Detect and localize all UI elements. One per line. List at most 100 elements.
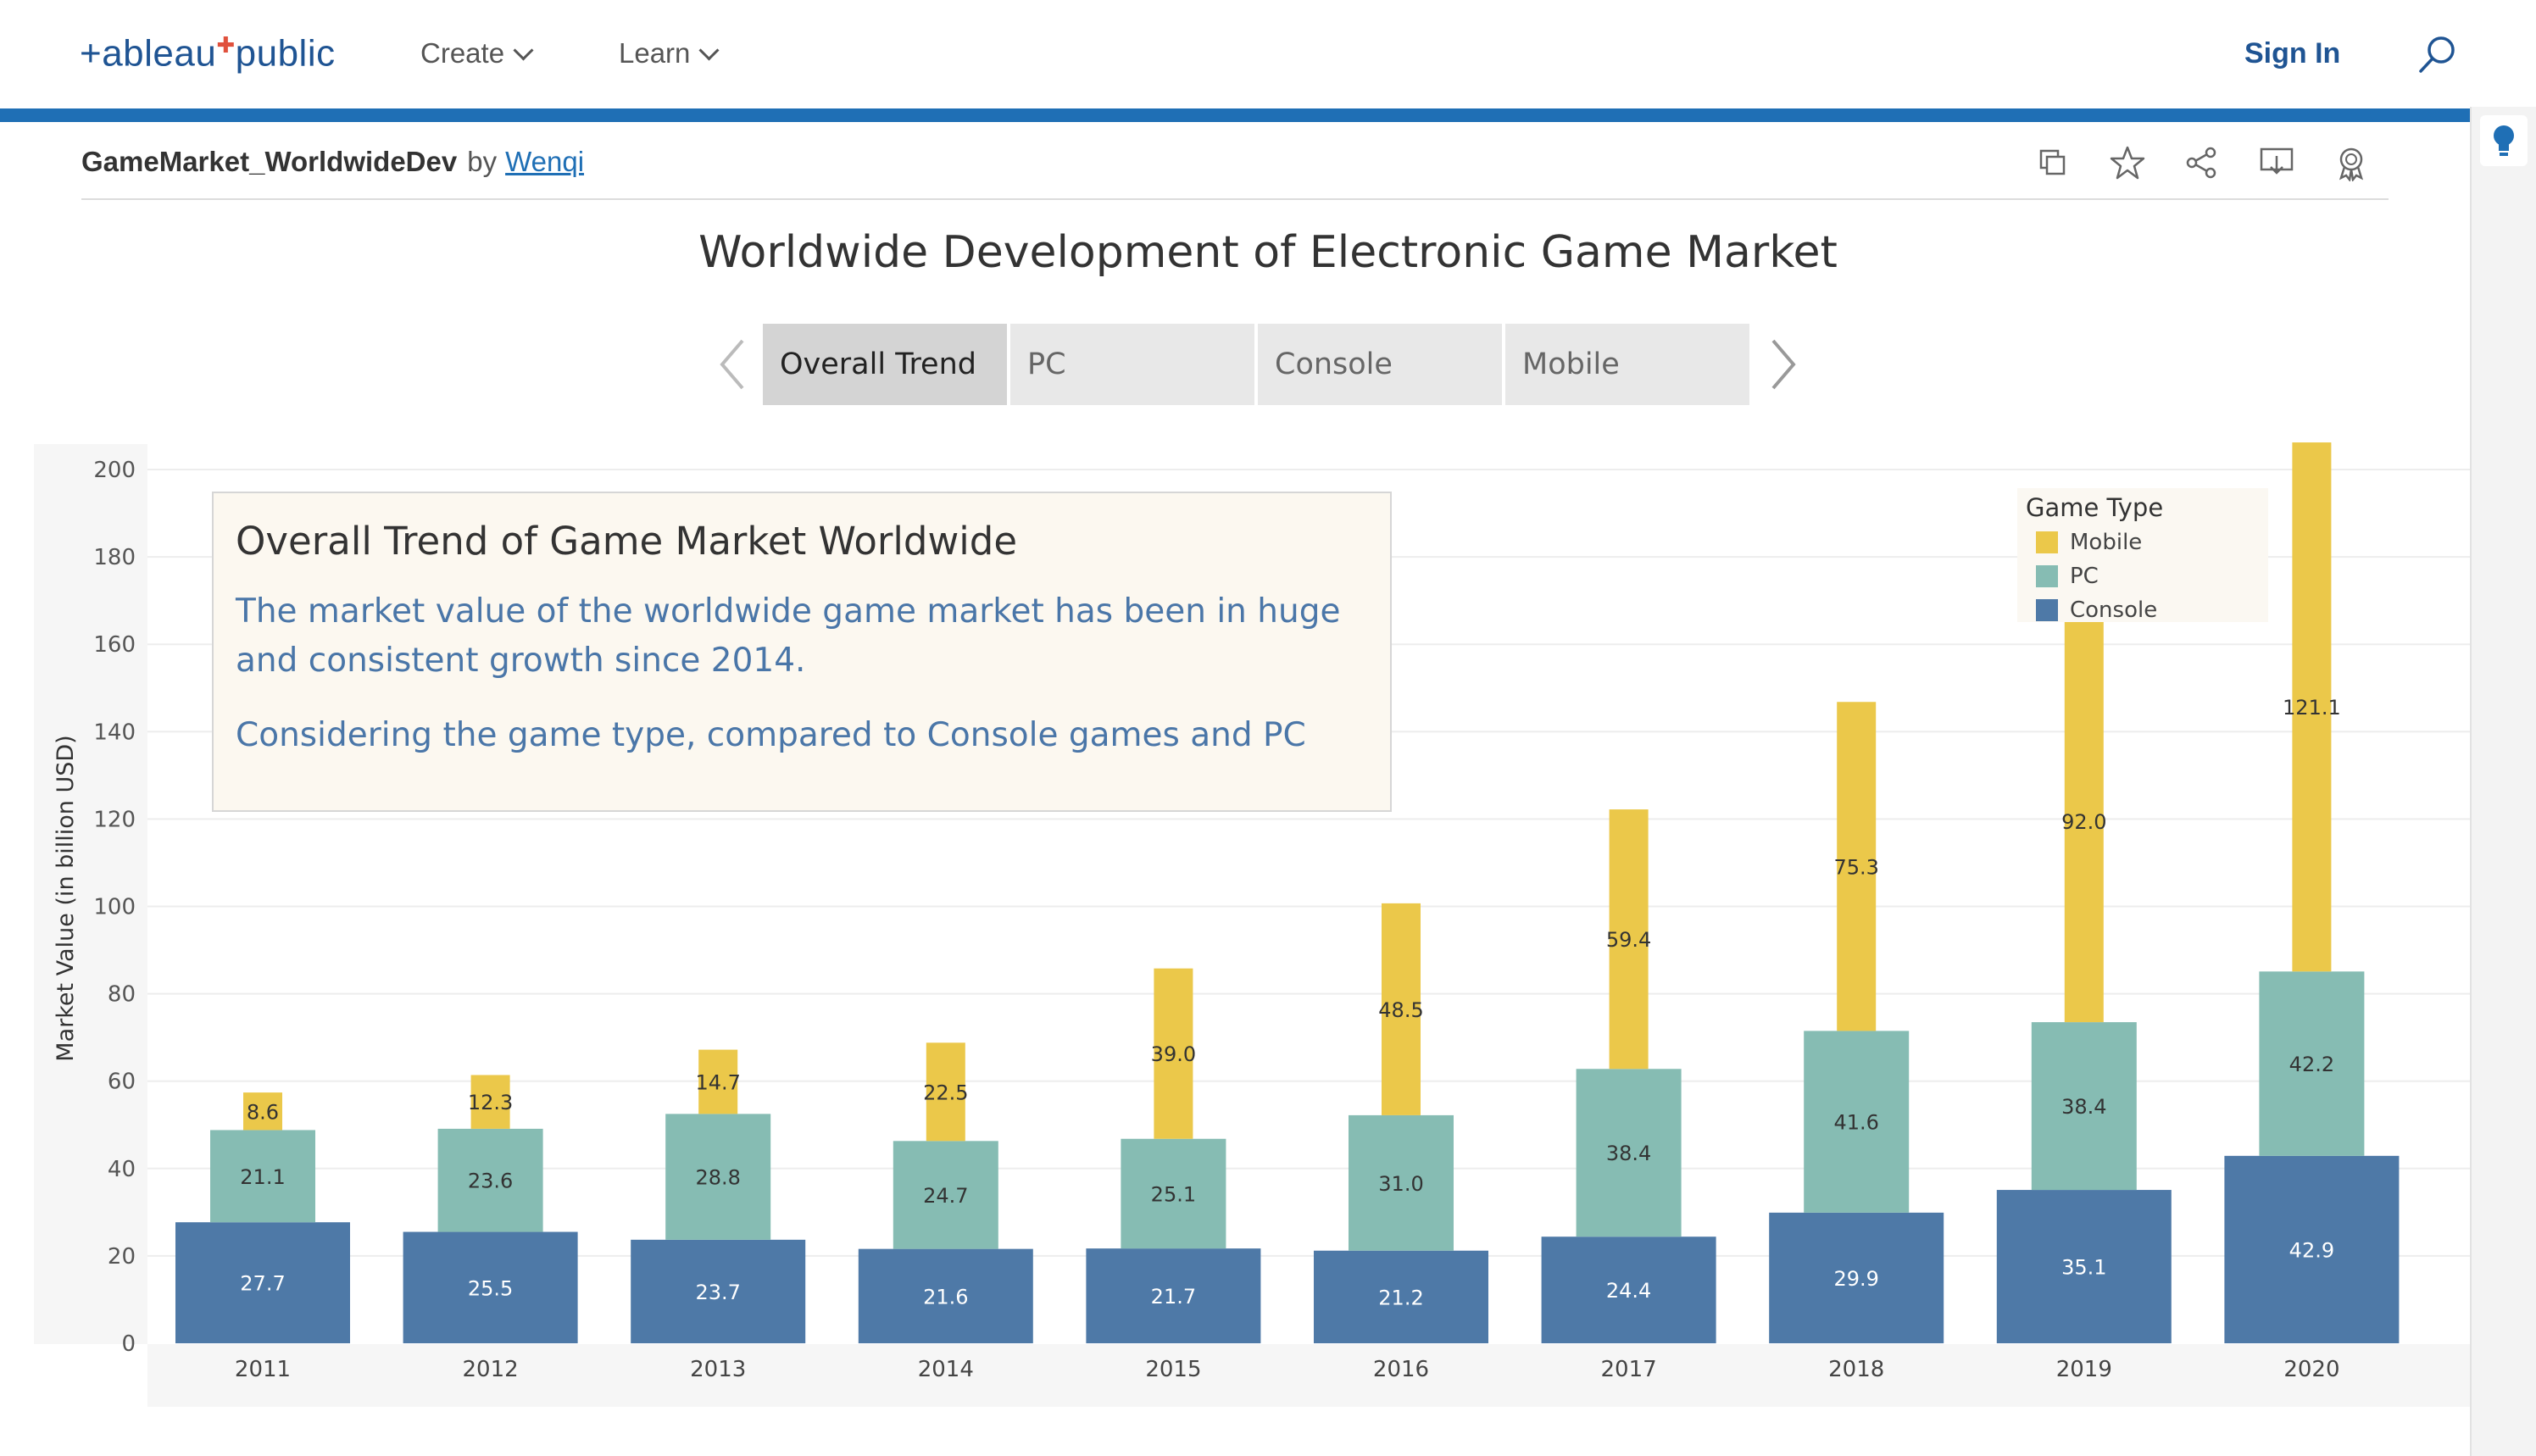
x-tick-label: 2016 [1373,1357,1429,1382]
bar-mobile[interactable] [698,1049,738,1114]
logo-text: +ableau [80,32,217,75]
bar-console[interactable] [403,1231,578,1343]
bar-console[interactable] [1996,1190,2172,1343]
chevron-right-icon[interactable] [1756,334,1807,395]
bar-mobile[interactable] [1382,903,1421,1115]
header-divider-bar [0,108,2470,122]
bar-mobile[interactable] [2292,442,2332,972]
y-tick-label: 40 [108,1157,136,1182]
x-tick-label: 2014 [918,1357,974,1382]
data-label-pc: 25.1 [1151,1182,1196,1206]
header-rule [81,198,2389,200]
data-label-mobile: 8.6 [247,1100,279,1124]
legend-label: PC [2070,564,2099,589]
bar-pc[interactable] [1121,1138,1226,1249]
copy-icon[interactable] [2034,144,2072,181]
share-icon[interactable] [2183,144,2221,181]
sign-in-link[interactable]: Sign In [2244,37,2341,69]
viz-name: GameMarket_WorldwideDev [81,146,458,177]
tab-console[interactable]: Console [1258,324,1502,405]
data-label-mobile: 59.4 [1606,928,1651,952]
y-tick-label: 100 [93,895,136,920]
author-link[interactable]: Wenqi [505,146,585,177]
y-tick-label: 120 [93,807,136,832]
bar-console[interactable] [2224,1155,2400,1343]
favorite-star-icon[interactable] [2109,144,2146,181]
bar-console[interactable] [1541,1236,1716,1343]
chevron-left-icon[interactable] [709,334,759,395]
y-tick-label: 20 [108,1244,136,1270]
bar-pc[interactable] [1349,1114,1454,1251]
legend-item-mobile[interactable]: Mobile [2026,525,2260,559]
bars [175,442,2400,1343]
y-axis-label: Market Value (in billion USD) [53,735,79,1061]
tab-pc[interactable]: PC [1010,324,1254,405]
y-tick-label: 160 [93,632,136,658]
bar-mobile[interactable] [1154,968,1193,1139]
bar-pc[interactable] [665,1114,771,1240]
legend: Game Type Mobile PC Console [2017,488,2268,623]
bar-console[interactable] [175,1222,350,1343]
data-label-pc: 28.8 [695,1166,740,1190]
data-label-mobile: 75.3 [1833,855,1878,879]
x-tick-label: 2018 [1828,1357,1884,1382]
bar-mobile[interactable] [243,1092,282,1131]
bar-mobile[interactable] [926,1042,965,1142]
story-tabs: Overall Trend PC Console Mobile [763,324,1749,405]
bar-console[interactable] [631,1239,806,1343]
bar-console[interactable] [858,1248,1033,1343]
y-tick-label: 60 [108,1070,136,1095]
x-tick-label: 2017 [1601,1357,1657,1382]
download-icon[interactable] [2258,144,2295,181]
x-tick-label: 2012 [463,1357,519,1382]
learn-menu[interactable]: Learn [619,37,720,69]
tab-mobile[interactable]: Mobile [1505,324,1749,405]
y-axis-ticks: 0 20 40 60 80 100 120 140 160 180 200 [93,458,136,1357]
swatch-pc [2036,565,2058,587]
legend-title: Game Type [2026,493,2164,522]
tips-button[interactable] [2480,115,2528,166]
bar-mobile[interactable] [1837,702,1877,1031]
logo-plus-icon: ✚ [216,32,236,58]
bar-console[interactable] [1769,1212,1944,1343]
bar-pc[interactable] [2259,971,2365,1156]
y-tick-label: 200 [93,458,136,483]
create-menu[interactable]: Create [420,37,534,69]
bar-console[interactable] [1314,1250,1488,1343]
bar-pc[interactable] [1576,1069,1682,1237]
data-label-pc: 38.4 [2061,1095,2106,1119]
data-label-console: 21.6 [923,1285,968,1309]
bar-mobile[interactable] [2064,620,2104,1023]
bar-pc[interactable] [210,1130,315,1223]
data-label-mobile: 12.3 [468,1091,513,1114]
info-annotation-box: Overall Trend of Game Market Worldwide T… [212,492,1392,812]
bar-pc[interactable] [437,1128,543,1232]
data-label-console: 23.7 [695,1281,740,1304]
legend-item-pc[interactable]: PC [2026,559,2260,593]
y-tick-label: 140 [93,720,136,745]
info-paragraph-2: Considering the game type, compared to C… [236,716,1306,754]
data-label-mobile: 92.0 [2061,810,2106,834]
award-icon[interactable] [2333,144,2370,181]
x-tick-label: 2015 [1145,1357,1201,1382]
data-label-mobile: 48.5 [1378,998,1423,1022]
tab-overall-trend[interactable]: Overall Trend [763,324,1007,405]
bar-pc[interactable] [1804,1031,1910,1213]
bar-console[interactable] [1086,1248,1261,1343]
data-label-console: 29.9 [1833,1267,1878,1291]
x-axis-ticks: 2011 2012 2013 2014 2015 2016 2017 2018 2019 2020 [235,1357,2340,1382]
data-label-pc: 23.6 [468,1170,513,1193]
search-icon[interactable] [2417,34,2458,75]
data-label-console: 27.7 [240,1272,285,1296]
bar-pc[interactable] [2031,1022,2137,1191]
bar-mobile[interactable] [1609,809,1649,1070]
legend-item-console[interactable]: Console [2026,593,2260,627]
data-label-pc: 42.2 [2289,1053,2334,1076]
bar-pc[interactable] [893,1141,998,1249]
chart-background [34,444,2470,1407]
x-axis-band [147,1344,2470,1407]
tableau-public-logo[interactable]: +ableau✚public [80,32,336,75]
logo-suffix: public [235,32,336,75]
bar-mobile[interactable] [470,1075,510,1129]
